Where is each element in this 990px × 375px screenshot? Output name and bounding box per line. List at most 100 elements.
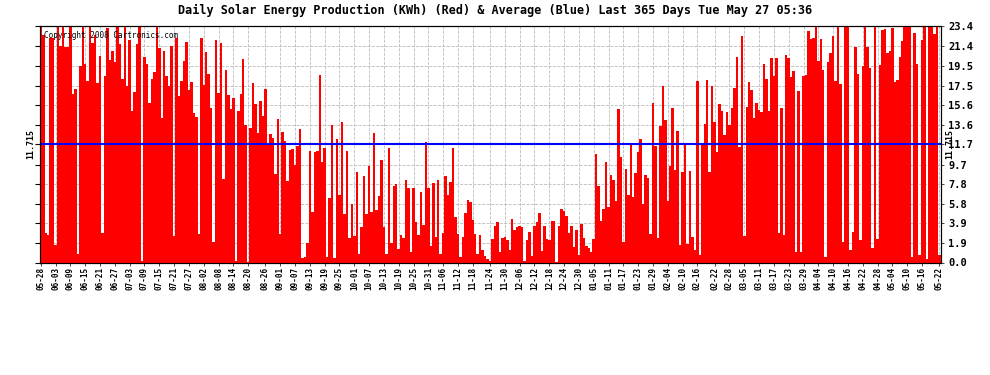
Bar [96,83,99,262]
Bar [494,226,496,262]
Bar [602,209,605,262]
Bar [904,26,906,262]
Bar [909,26,911,262]
Bar [716,153,719,262]
Bar [286,180,289,262]
Bar [686,244,689,262]
Bar [51,38,54,262]
Text: 11.715: 11.715 [945,129,954,159]
Bar [276,119,279,262]
Bar [805,75,807,262]
Bar [346,151,348,262]
Bar [476,254,479,262]
Bar [807,31,810,262]
Bar [846,26,849,262]
Bar [587,248,590,262]
Bar [205,52,208,262]
Bar [129,40,131,262]
Bar [844,26,846,262]
Bar [261,116,264,262]
Bar [654,146,656,262]
Bar [916,64,919,262]
Bar [425,142,427,262]
Bar [375,210,378,262]
Bar [329,198,331,262]
Bar [144,57,146,262]
Bar [461,237,464,262]
Bar [726,112,729,262]
Bar [637,152,640,262]
Bar [777,232,780,262]
Bar [739,147,741,262]
Bar [89,26,91,262]
Bar [139,27,141,262]
Bar [656,238,659,262]
Bar [842,242,844,262]
Bar [440,254,442,262]
Bar [840,84,842,262]
Bar [731,108,734,262]
Bar [504,237,506,262]
Bar [830,53,832,262]
Bar [40,26,42,262]
Bar [605,162,607,262]
Bar [91,44,94,262]
Bar [314,152,316,262]
Bar [321,162,324,262]
Bar [47,236,50,262]
Bar [827,62,830,262]
Bar [109,60,111,262]
Bar [94,34,96,262]
Bar [600,222,602,262]
Bar [311,212,314,262]
Bar [126,86,129,262]
Bar [894,82,896,262]
Bar [514,230,516,262]
Bar [545,239,548,262]
Bar [153,72,155,262]
Bar [536,222,539,262]
Bar [173,236,175,262]
Bar [222,179,225,262]
Bar [370,212,373,262]
Bar [869,68,871,262]
Bar [466,200,469,262]
Bar [481,250,484,262]
Bar [445,176,446,262]
Bar [178,96,180,262]
Bar [539,213,541,262]
Bar [146,64,148,262]
Bar [729,125,731,262]
Bar [141,261,144,262]
Bar [780,108,782,262]
Bar [101,233,104,262]
Bar [625,169,627,262]
Bar [931,26,934,262]
Bar [116,26,119,262]
Bar [71,94,74,262]
Bar [245,125,247,262]
Bar [534,226,536,262]
Bar [119,44,121,262]
Bar [837,26,840,262]
Bar [491,239,494,262]
Bar [56,26,59,262]
Bar [309,151,311,262]
Bar [548,240,550,262]
Bar [195,117,198,262]
Bar [106,28,109,262]
Bar [417,236,420,262]
Bar [511,219,514,262]
Bar [422,225,425,262]
Bar [790,76,792,262]
Bar [896,80,899,262]
Bar [711,86,714,262]
Bar [820,39,822,262]
Bar [580,224,582,262]
Bar [696,81,699,262]
Bar [240,94,242,262]
Bar [193,113,195,262]
Bar [822,70,825,262]
Bar [524,261,526,262]
Bar [617,110,620,262]
